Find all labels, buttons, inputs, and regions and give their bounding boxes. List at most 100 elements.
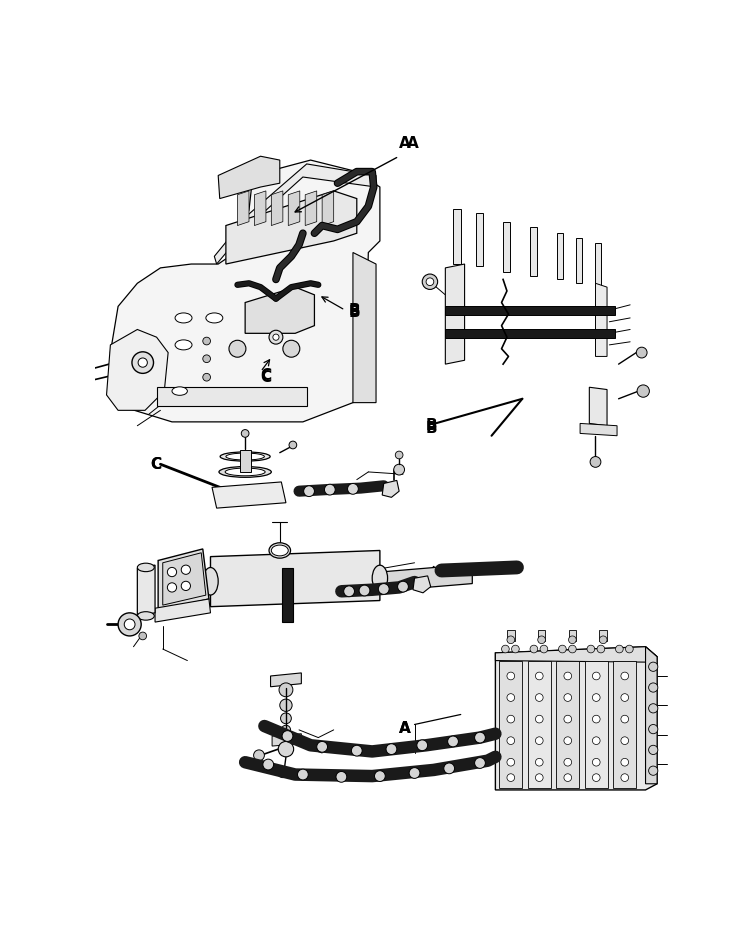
Text: B: B <box>426 420 438 436</box>
Polygon shape <box>585 661 608 788</box>
Polygon shape <box>211 550 380 606</box>
Circle shape <box>229 341 246 357</box>
Circle shape <box>592 694 600 701</box>
Ellipse shape <box>137 563 154 571</box>
Circle shape <box>621 716 629 723</box>
Polygon shape <box>580 423 617 436</box>
Polygon shape <box>272 734 301 746</box>
Text: A: A <box>407 136 419 151</box>
Circle shape <box>375 771 385 781</box>
Bar <box>530 227 537 275</box>
Polygon shape <box>245 288 314 333</box>
Ellipse shape <box>219 467 271 477</box>
Polygon shape <box>557 661 580 788</box>
Bar <box>282 568 293 623</box>
Polygon shape <box>322 191 334 226</box>
Circle shape <box>422 274 437 289</box>
Circle shape <box>649 745 658 754</box>
Circle shape <box>538 636 545 643</box>
Circle shape <box>280 699 292 712</box>
Bar <box>476 214 483 267</box>
Polygon shape <box>226 191 357 264</box>
Bar <box>599 630 607 642</box>
Circle shape <box>409 768 420 778</box>
Circle shape <box>564 758 571 766</box>
Polygon shape <box>353 252 376 402</box>
Circle shape <box>621 694 629 701</box>
Polygon shape <box>137 565 155 616</box>
Circle shape <box>273 334 279 341</box>
Circle shape <box>203 337 211 344</box>
Circle shape <box>282 731 293 741</box>
Bar <box>453 209 461 264</box>
Circle shape <box>279 683 293 697</box>
Circle shape <box>278 741 294 757</box>
Circle shape <box>536 716 543 723</box>
Circle shape <box>649 766 658 775</box>
Circle shape <box>181 582 191 590</box>
Bar <box>576 238 582 284</box>
Circle shape <box>281 713 291 724</box>
Circle shape <box>621 736 629 745</box>
Bar <box>446 306 615 315</box>
Circle shape <box>564 716 571 723</box>
Text: A: A <box>399 721 411 735</box>
Circle shape <box>597 645 605 653</box>
Bar <box>240 451 250 472</box>
Polygon shape <box>215 164 376 264</box>
Polygon shape <box>254 191 266 226</box>
Polygon shape <box>270 673 301 687</box>
Circle shape <box>592 773 600 781</box>
Polygon shape <box>446 264 465 364</box>
Ellipse shape <box>271 545 288 556</box>
Polygon shape <box>527 661 551 788</box>
Text: A: A <box>399 136 411 151</box>
Circle shape <box>536 694 543 701</box>
Circle shape <box>592 716 600 723</box>
Circle shape <box>559 645 566 653</box>
Circle shape <box>587 645 595 653</box>
Circle shape <box>649 724 658 734</box>
Bar <box>557 233 562 279</box>
Circle shape <box>138 358 148 367</box>
Ellipse shape <box>226 453 264 460</box>
Circle shape <box>592 736 600 745</box>
Ellipse shape <box>137 612 154 620</box>
Circle shape <box>507 758 515 766</box>
Circle shape <box>417 740 428 751</box>
Polygon shape <box>645 646 657 784</box>
Circle shape <box>253 750 264 761</box>
Circle shape <box>282 725 291 735</box>
Circle shape <box>398 582 408 592</box>
Circle shape <box>168 568 177 577</box>
Circle shape <box>343 586 355 597</box>
Polygon shape <box>380 565 472 591</box>
Text: C: C <box>150 456 162 472</box>
Circle shape <box>536 773 543 781</box>
Circle shape <box>359 586 370 596</box>
Ellipse shape <box>220 452 270 461</box>
Circle shape <box>475 733 486 743</box>
Circle shape <box>289 441 297 449</box>
Circle shape <box>507 636 515 643</box>
Circle shape <box>297 769 308 780</box>
Circle shape <box>203 355 211 363</box>
Ellipse shape <box>269 543 291 558</box>
Circle shape <box>386 744 397 754</box>
Polygon shape <box>110 160 380 422</box>
Circle shape <box>592 758 600 766</box>
Ellipse shape <box>172 387 188 396</box>
Circle shape <box>564 694 571 701</box>
Circle shape <box>324 484 335 495</box>
Polygon shape <box>107 329 168 410</box>
Circle shape <box>444 763 454 773</box>
Circle shape <box>536 758 543 766</box>
Circle shape <box>564 672 571 679</box>
Circle shape <box>649 683 658 692</box>
Circle shape <box>139 632 147 640</box>
Bar <box>568 630 576 642</box>
Ellipse shape <box>203 568 218 595</box>
Text: B: B <box>349 305 361 320</box>
Circle shape <box>241 430 249 437</box>
Polygon shape <box>288 191 299 226</box>
